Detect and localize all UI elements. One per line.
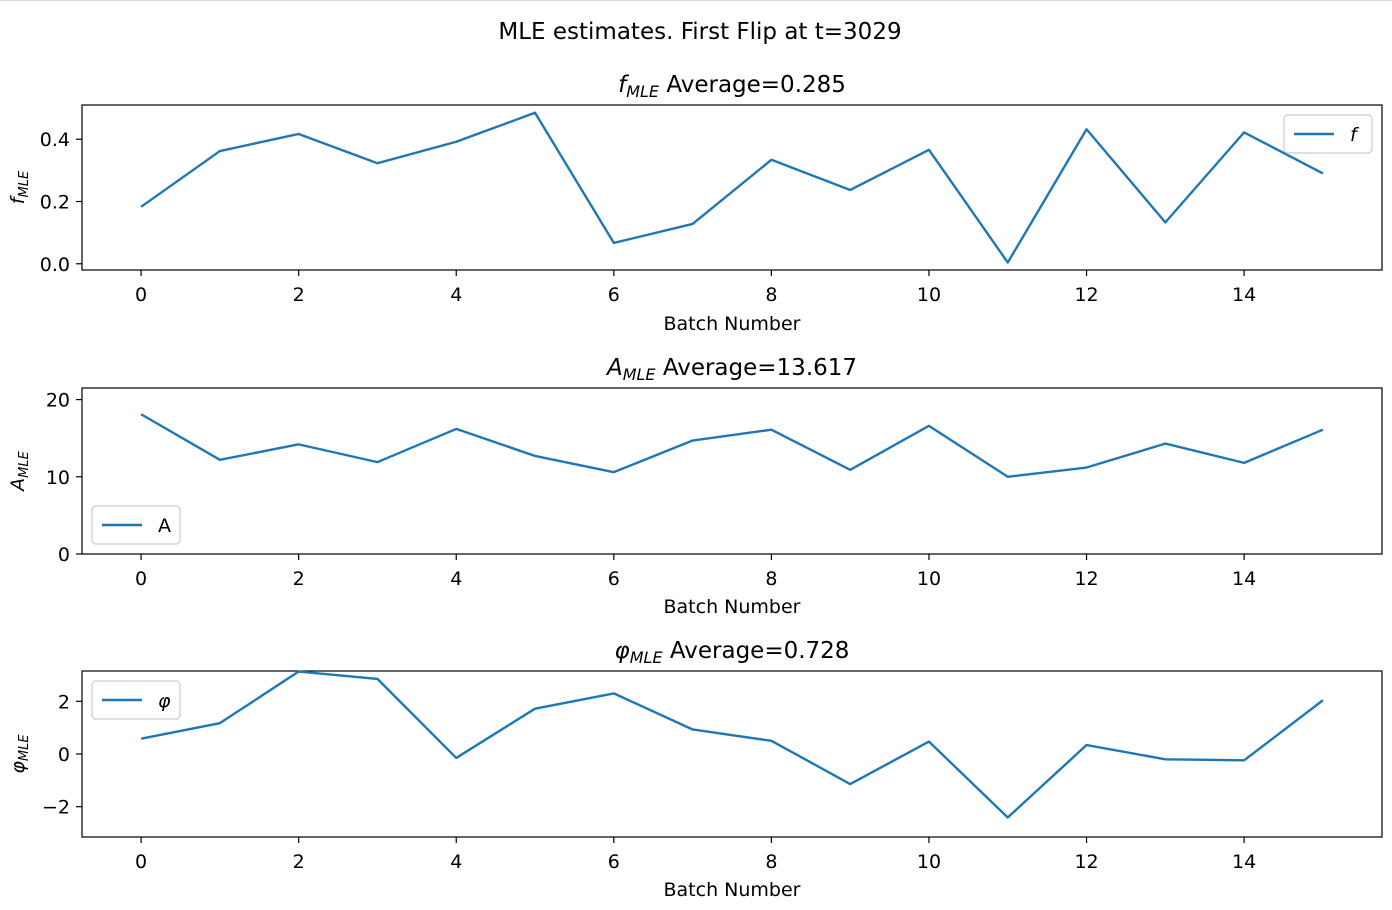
chart-title: φMLE Average=0.728 [615,638,850,667]
chart-title-text: Average=0.285 [659,72,846,98]
x-tick-label: 10 [917,851,941,873]
x-axis-label: Batch Number [664,313,801,335]
x-tick-label: 12 [1074,284,1098,306]
legend-label: f [1350,124,1360,146]
x-tick-label: 8 [765,851,777,873]
legend-label: φ [158,690,171,712]
y-tick-label: 0.2 [40,192,70,214]
y-tick-label: 2 [58,691,70,713]
chart-title-text: Average=0.728 [663,638,850,664]
legend: A [91,505,181,545]
y-axis-label: φMLE [7,734,32,774]
x-axis-label: Batch Number [664,596,801,618]
x-axis-label: Batch Number [664,879,801,901]
y-axis-label: fMLE [7,170,32,204]
y-axis-label-symbol: f [7,194,29,204]
x-tick-label: 2 [293,284,305,306]
x-tick-label: 10 [917,284,941,306]
chart-title-symbol: A [605,355,623,381]
x-tick-label: 0 [135,568,147,590]
x-tick-label: 12 [1074,851,1098,873]
y-axis-label-subscript: MLE [17,170,32,197]
x-tick-label: 4 [450,284,462,306]
legend: φ [91,680,181,720]
x-tick-label: 4 [450,851,462,873]
x-tick-label: 14 [1232,284,1256,306]
x-tick-label: 12 [1074,568,1098,590]
y-axis-label: AMLE [7,450,32,492]
y-axis-label-symbol: A [7,478,29,493]
x-tick-label: 14 [1232,851,1256,873]
x-tick-label: 6 [608,284,620,306]
top-border [0,0,1392,1]
x-tick-label: 2 [293,851,305,873]
chart-title: fMLE Average=0.285 [618,72,846,101]
y-tick-label: 10 [46,467,70,489]
y-axis-label-subscript: MLE [17,734,32,761]
chart-title-subscript: MLE [626,82,660,101]
legend-label: A [158,515,171,537]
chart-title-text: Average=13.617 [656,355,858,381]
x-tick-label: 8 [765,568,777,590]
y-tick-label: 0 [58,544,70,566]
x-tick-label: 10 [917,568,941,590]
x-tick-label: 8 [765,284,777,306]
y-axis-label-subscript: MLE [17,450,32,477]
x-tick-label: 6 [608,851,620,873]
chart-title-symbol: f [618,72,629,98]
axes-frame [81,387,1383,555]
y-axis-label-symbol: φ [7,761,29,774]
x-tick-label: 2 [293,568,305,590]
series-line-f [140,111,1324,264]
legend: f [1283,114,1373,154]
y-tick-label: 0.0 [40,254,70,276]
series-line-φ [140,670,1324,819]
x-tick-label: 0 [135,851,147,873]
figure-suptitle: MLE estimates. First Flip at t=3029 [498,19,901,45]
y-tick-label: 0.4 [40,129,70,151]
chart-title-symbol: φ [615,638,630,664]
chart-title: AMLE Average=13.617 [605,355,857,384]
x-tick-label: 4 [450,568,462,590]
axes-frame [81,104,1383,271]
axes-frame [81,670,1383,838]
chart-title-subscript: MLE [630,648,664,667]
y-tick-label: 20 [46,390,70,412]
y-tick-label: 0 [58,744,70,766]
y-tick-label: −2 [42,797,70,819]
x-tick-label: 6 [608,568,620,590]
series-line-A [140,413,1324,478]
chart-title-subscript: MLE [623,365,657,384]
x-tick-label: 14 [1232,568,1256,590]
x-tick-label: 0 [135,284,147,306]
